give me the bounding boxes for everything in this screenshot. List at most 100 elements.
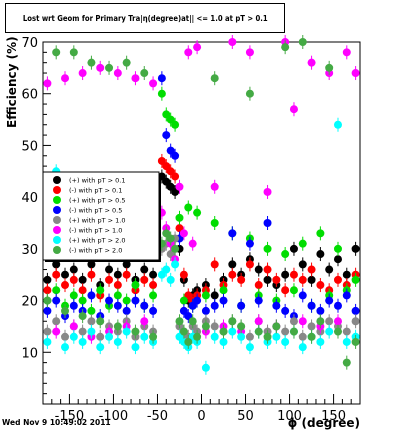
- data-point: [61, 306, 70, 315]
- legend-marker: [53, 186, 61, 194]
- data-point: [351, 337, 360, 346]
- data-point: [171, 120, 180, 129]
- data-point: [254, 281, 263, 290]
- data-point: [298, 38, 307, 46]
- data-point: [281, 327, 290, 336]
- data-point: [43, 286, 52, 295]
- data-point: [52, 48, 61, 57]
- series-8: [43, 35, 360, 370]
- data-point: [87, 317, 96, 326]
- data-point: [140, 265, 149, 274]
- data-point: [298, 332, 307, 341]
- data-point: [351, 275, 360, 284]
- data-point: [289, 327, 298, 336]
- data-point: [113, 301, 122, 310]
- data-point: [105, 332, 114, 341]
- data-point: [307, 322, 316, 331]
- data-point: [193, 43, 202, 52]
- data-point: [333, 120, 342, 129]
- data-point: [333, 301, 342, 310]
- x-tick-label: -50: [147, 409, 168, 424]
- data-point: [122, 270, 131, 279]
- data-point: [131, 296, 140, 305]
- data-point: [171, 172, 180, 181]
- data-point: [131, 343, 140, 352]
- y-tick-label: 70: [21, 36, 38, 51]
- data-point: [52, 317, 61, 326]
- data-point: [193, 332, 202, 341]
- legend-label: (-) with pT > 2.0: [69, 247, 122, 255]
- data-point: [228, 317, 237, 326]
- data-point: [219, 327, 228, 336]
- data-point: [43, 296, 52, 305]
- x-tick-label: 150: [321, 409, 346, 424]
- data-point: [351, 306, 360, 315]
- data-point: [69, 275, 78, 284]
- datestamp: Wed Nov 9 10:49:02 2011: [2, 418, 111, 427]
- data-point: [105, 63, 114, 72]
- x-axis-label: ϕ (degree): [288, 416, 360, 430]
- data-point: [122, 306, 131, 315]
- data-point: [149, 291, 158, 300]
- data-point: [113, 69, 122, 78]
- y-axis-label: Efficiency (%): [5, 36, 19, 128]
- data-point: [157, 89, 166, 98]
- data-point: [210, 322, 219, 331]
- data-point: [96, 343, 105, 352]
- data-point: [113, 291, 122, 300]
- legend-marker: [53, 236, 61, 244]
- data-point: [140, 301, 149, 310]
- data-point: [61, 343, 70, 352]
- data-point: [263, 275, 272, 284]
- data-point: [245, 332, 254, 341]
- data-point: [325, 63, 334, 72]
- data-point: [316, 281, 325, 290]
- data-point: [184, 203, 193, 212]
- data-point: [61, 332, 70, 341]
- data-point: [298, 343, 307, 352]
- data-point: [122, 296, 131, 305]
- data-point: [52, 260, 61, 269]
- data-point: [263, 219, 272, 227]
- data-point: [43, 275, 52, 284]
- data-point: [263, 332, 272, 341]
- data-point: [219, 337, 228, 346]
- data-point: [149, 281, 158, 290]
- data-point: [43, 79, 52, 88]
- data-point: [316, 229, 325, 238]
- data-point: [289, 286, 298, 295]
- y-tick-label: 50: [21, 139, 38, 154]
- data-point: [333, 317, 342, 326]
- series-layer: [43, 35, 360, 375]
- data-point: [228, 327, 237, 336]
- data-point: [43, 306, 52, 315]
- data-point: [316, 250, 325, 259]
- data-point: [171, 260, 180, 269]
- data-point: [52, 270, 61, 279]
- data-point: [289, 270, 298, 279]
- data-point: [87, 260, 96, 269]
- data-point: [78, 296, 87, 305]
- data-point: [122, 260, 131, 269]
- data-point: [96, 317, 105, 326]
- legend-label: (-) with pT > 1.0: [69, 227, 122, 235]
- data-point: [281, 250, 290, 259]
- data-point: [69, 265, 78, 274]
- legend-label: (-) with pT > 0.5: [69, 207, 122, 215]
- data-point: [263, 244, 272, 253]
- data-point: [166, 275, 175, 284]
- data-point: [342, 270, 351, 279]
- data-point: [333, 275, 342, 284]
- data-point: [78, 69, 87, 78]
- y-tick-label: 30: [21, 243, 38, 258]
- y-tick-label: 10: [21, 346, 38, 361]
- x-tick-label: -100: [99, 409, 129, 424]
- data-point: [171, 244, 180, 253]
- data-point: [245, 48, 254, 57]
- data-point: [113, 270, 122, 279]
- legend-box: [42, 171, 160, 261]
- data-point: [316, 306, 325, 315]
- data-point: [210, 182, 219, 191]
- data-point: [140, 317, 149, 326]
- data-point: [78, 275, 87, 284]
